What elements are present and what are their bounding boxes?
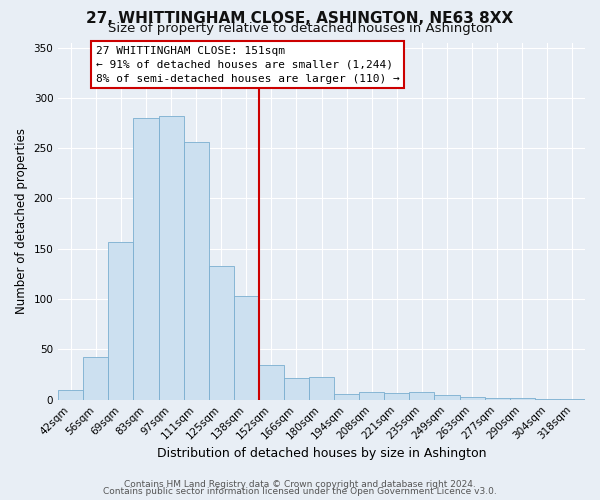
- Bar: [184, 142, 209, 400]
- Text: 27, WHITTINGHAM CLOSE, ASHINGTON, NE63 8XX: 27, WHITTINGHAM CLOSE, ASHINGTON, NE63 8…: [86, 11, 514, 26]
- Bar: [209, 266, 234, 400]
- Bar: [259, 364, 284, 400]
- Bar: [334, 394, 359, 400]
- Bar: [510, 398, 535, 400]
- Bar: [485, 398, 510, 400]
- Bar: [560, 398, 585, 400]
- Bar: [460, 396, 485, 400]
- Text: Contains HM Land Registry data © Crown copyright and database right 2024.: Contains HM Land Registry data © Crown c…: [124, 480, 476, 489]
- X-axis label: Distribution of detached houses by size in Ashington: Distribution of detached houses by size …: [157, 447, 487, 460]
- Bar: [535, 398, 560, 400]
- Bar: [309, 376, 334, 400]
- Bar: [158, 116, 184, 400]
- Text: 27 WHITTINGHAM CLOSE: 151sqm
← 91% of detached houses are smaller (1,244)
8% of : 27 WHITTINGHAM CLOSE: 151sqm ← 91% of de…: [96, 46, 400, 84]
- Text: Contains public sector information licensed under the Open Government Licence v3: Contains public sector information licen…: [103, 487, 497, 496]
- Bar: [409, 392, 434, 400]
- Bar: [58, 390, 83, 400]
- Bar: [234, 296, 259, 400]
- Bar: [385, 392, 409, 400]
- Bar: [359, 392, 385, 400]
- Bar: [133, 118, 158, 400]
- Text: Size of property relative to detached houses in Ashington: Size of property relative to detached ho…: [107, 22, 493, 35]
- Bar: [83, 358, 109, 400]
- Y-axis label: Number of detached properties: Number of detached properties: [15, 128, 28, 314]
- Bar: [284, 378, 309, 400]
- Bar: [109, 242, 133, 400]
- Bar: [434, 394, 460, 400]
